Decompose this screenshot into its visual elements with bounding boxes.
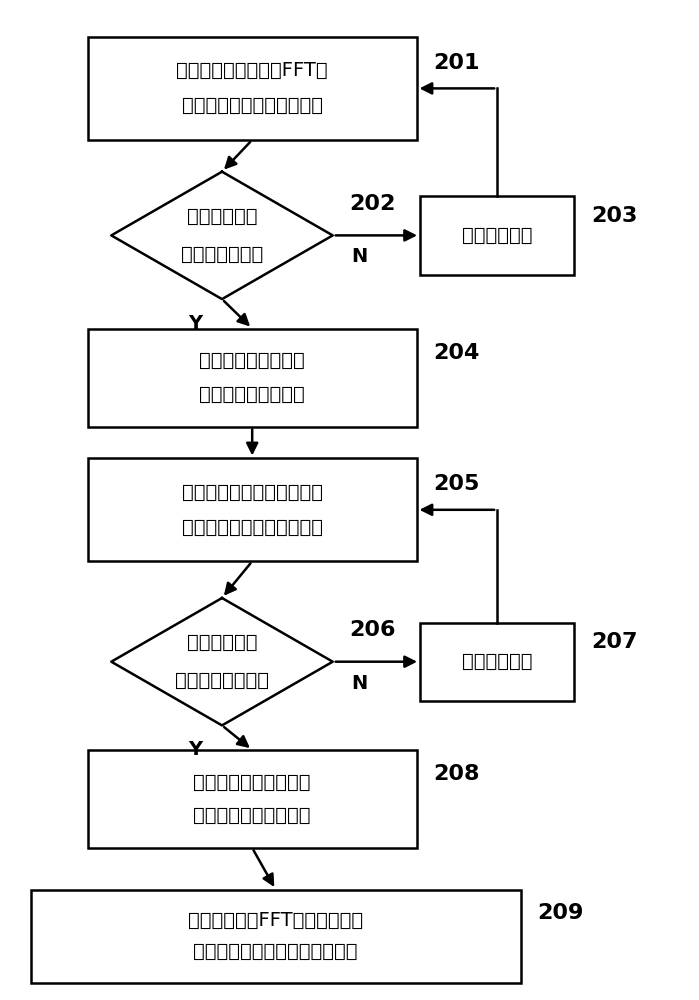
Text: 移动接收窗口: 移动接收窗口 (462, 652, 533, 671)
Text: 算，对运算结果取模的平方: 算，对运算结果取模的平方 (182, 96, 323, 115)
Text: 202: 202 (350, 194, 396, 214)
Text: 206: 206 (350, 620, 396, 640)
Polygon shape (111, 172, 333, 299)
Text: 204: 204 (433, 343, 480, 363)
Bar (88, 458, 417, 561)
Text: 确定最大值位置，计: 确定最大值位置，计 (199, 351, 305, 370)
Bar (420, 622, 575, 701)
Text: 模平方最大值: 模平方最大值 (187, 207, 257, 226)
Text: 大于新设定门限值: 大于新设定门限值 (175, 671, 269, 690)
Text: 208: 208 (433, 764, 480, 784)
Text: 算一次频差，并补偿: 算一次频差，并补偿 (199, 385, 305, 404)
Text: 对接收窗口内数据做FFT运: 对接收窗口内数据做FFT运 (176, 61, 328, 80)
Bar (88, 37, 417, 140)
Text: 移动接收窗口: 移动接收窗口 (462, 226, 533, 245)
Text: 符号数据，并求其均值: 符号数据，并求其均值 (194, 806, 311, 825)
Bar (88, 328, 417, 426)
Bar (88, 750, 417, 848)
Text: N: N (352, 247, 368, 266)
Text: 最大值位置计算二次频差并补偿: 最大值位置计算二次频差并补偿 (194, 942, 358, 961)
Text: 算，对运算结果取模的平方: 算，对运算结果取模的平方 (182, 518, 323, 537)
Text: 对均值序列做FFT，根据模平方: 对均值序列做FFT，根据模平方 (188, 911, 363, 930)
Text: 209: 209 (538, 903, 584, 923)
Text: Y: Y (188, 740, 202, 759)
Text: 203: 203 (591, 206, 637, 226)
Text: 207: 207 (591, 632, 637, 652)
Bar (420, 196, 575, 275)
Polygon shape (111, 598, 333, 725)
Text: 对新窗口内数据做互相关运: 对新窗口内数据做互相关运 (182, 483, 323, 502)
Text: N: N (352, 674, 368, 693)
Text: 205: 205 (433, 474, 480, 494)
Text: 201: 201 (433, 53, 480, 73)
Text: 模平方最大值: 模平方最大值 (187, 633, 257, 652)
Bar (31, 890, 521, 983)
Text: 确定帧头位置，提取各: 确定帧头位置，提取各 (194, 773, 311, 792)
Text: 大于设定门限值: 大于设定门限值 (181, 245, 263, 264)
Text: Y: Y (188, 314, 202, 333)
